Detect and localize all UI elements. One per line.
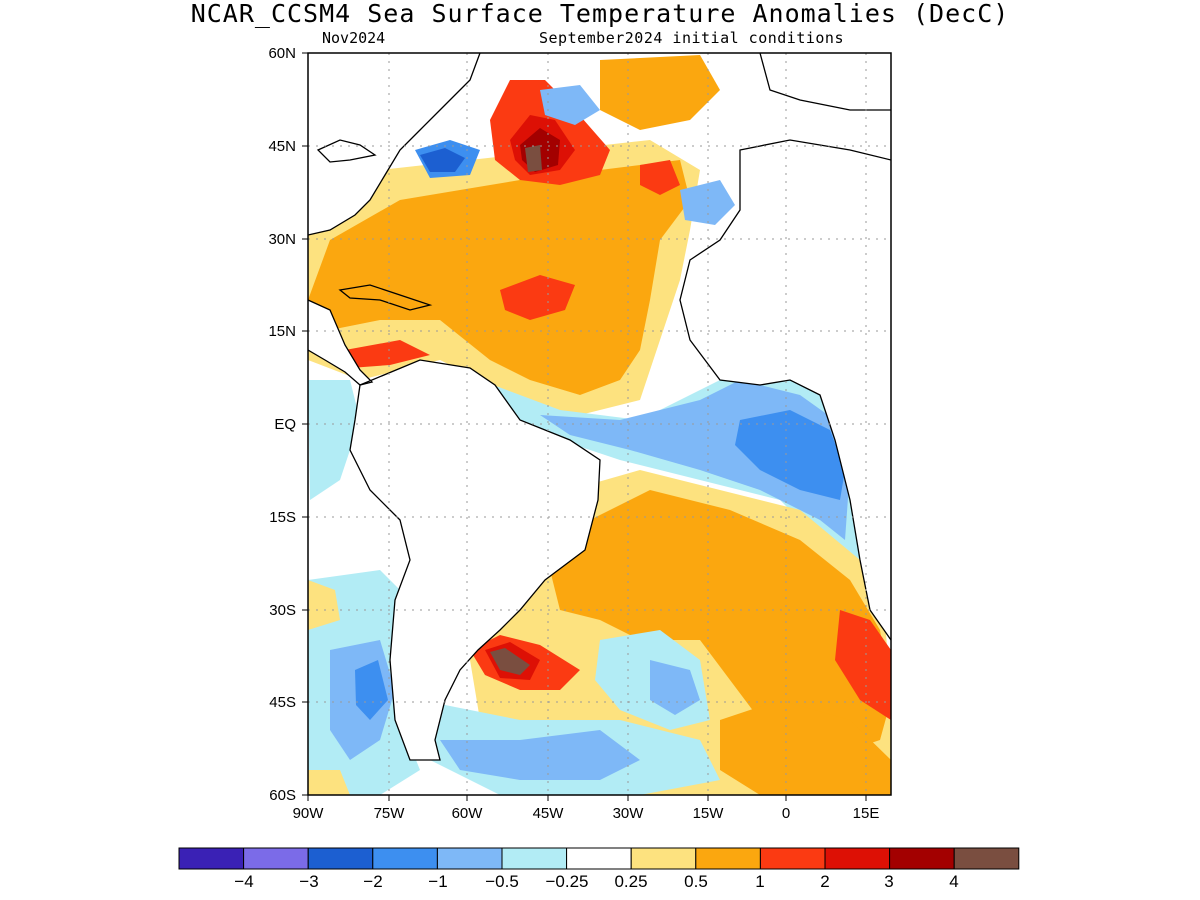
lon-label: 15W [692,805,724,822]
colorbar-label: −2 [363,872,383,891]
south-atlantic-cool [650,660,700,715]
colorbar-swatch [953,847,1020,870]
lat-label: 15N [268,323,296,340]
lon-label: 15E [852,805,880,822]
falklands-hot [490,648,530,675]
colorbar-swatch [501,847,568,870]
equatorial-cool [735,410,845,500]
coastline-great-lakes [316,139,377,163]
south-atlantic-warm [720,700,891,795]
southeast-pacific-warm [308,770,350,795]
lon-label: 60W [451,805,483,822]
colorbar-swatch [695,847,761,870]
lat-label: 45N [268,138,296,155]
southeast-pacific-warm [308,580,340,630]
north-atlantic-cool [540,85,600,125]
colorbar-swatch [372,847,438,870]
north-atlantic-warm [345,340,430,368]
lon-label: 0 [781,805,791,822]
south-atlantic-cool [440,730,640,780]
north-atlantic-warm [308,160,690,395]
colorbar-label: 3 [884,872,894,891]
europe-north [760,53,891,110]
colorbar-swatch [436,847,503,870]
greenland [420,53,470,75]
colorbar-swatch [889,847,955,870]
colorbar-label: −1 [428,872,448,891]
lon-label: 30W [612,805,644,822]
lat-label: 60S [269,787,296,804]
coastlines [308,53,891,761]
lon-label: 90W [292,805,324,822]
colorbar-label: −0.5 [485,872,519,891]
north-atlantic-warm [600,55,720,130]
gridlines [308,53,891,795]
lat-label: 30N [268,231,296,248]
colorbar [178,847,1020,870]
coastline-south-america [349,359,601,761]
initial-conditions: September2024 initial conditions [539,29,844,47]
south-america [350,360,600,760]
gulf-stream-hot [525,145,542,172]
forecast-month: Nov2024 [322,29,386,47]
pacific-cool [308,380,360,500]
colorbar-swatch [824,847,891,870]
colorbar-label: −3 [299,872,319,891]
north-atlantic-cool [420,148,465,172]
southeast-pacific-cool [355,660,388,720]
lon-label: 45W [532,805,564,822]
coastline-caribbean [308,299,374,386]
colorbar-label: 0.5 [684,872,708,891]
coastline-north-america [308,53,481,236]
lat-label: 45S [269,694,296,711]
north-atlantic-warm [500,275,575,320]
north-atlantic-warm [640,160,680,195]
colorbar-swatch [307,847,374,870]
colorbar-swatch [630,847,697,870]
colorbar-label: −0.25 [545,872,589,891]
africa-europe [680,140,891,640]
south-atlantic-warm [550,490,891,760]
colorbar-swatch [178,847,245,870]
lat-label: EQ [274,416,296,433]
coastline-cuba [338,284,433,311]
south-atlantic-warm [835,610,891,720]
colorbar-label: 2 [820,872,830,891]
lat-label: 15S [269,509,296,526]
colorbar-label: 4 [949,872,959,891]
map-title: NCAR_CCSM4 Sea Surface Temperature Anoma… [190,0,1010,28]
colorbar-swatch [566,847,632,870]
colorbar-label: 1 [755,872,765,891]
colorbar-swatch [759,847,826,870]
colorbar-label: −4 [234,872,254,891]
coastline-africa [679,139,891,641]
colorbar-label: 0.25 [614,872,648,891]
coastline-europe [759,53,891,111]
axis-ticks [302,52,867,801]
anomaly-field [308,53,891,795]
lat-label: 30S [269,602,296,619]
north-america [308,53,480,235]
lon-label: 75W [373,805,405,822]
colorbar-swatch [243,847,309,870]
lat-label: 60N [268,45,296,62]
north-atlantic-cool [680,180,735,225]
